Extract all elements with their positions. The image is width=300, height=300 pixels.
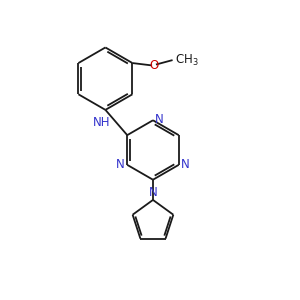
Text: N: N — [148, 186, 157, 199]
Text: N: N — [155, 113, 164, 127]
Text: CH$_3$: CH$_3$ — [175, 52, 198, 68]
Text: O: O — [149, 59, 158, 72]
Text: N: N — [116, 158, 125, 171]
Text: NH: NH — [93, 116, 110, 129]
Text: N: N — [181, 158, 190, 171]
